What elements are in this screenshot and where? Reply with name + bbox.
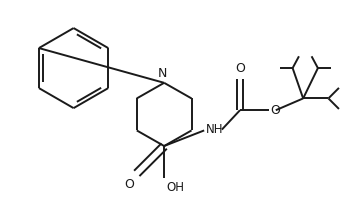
- Text: N: N: [157, 67, 167, 80]
- Text: O: O: [235, 62, 245, 75]
- Text: O: O: [125, 179, 134, 191]
- Text: O: O: [271, 104, 281, 117]
- Text: NH: NH: [205, 123, 223, 136]
- Text: OH: OH: [166, 181, 184, 194]
